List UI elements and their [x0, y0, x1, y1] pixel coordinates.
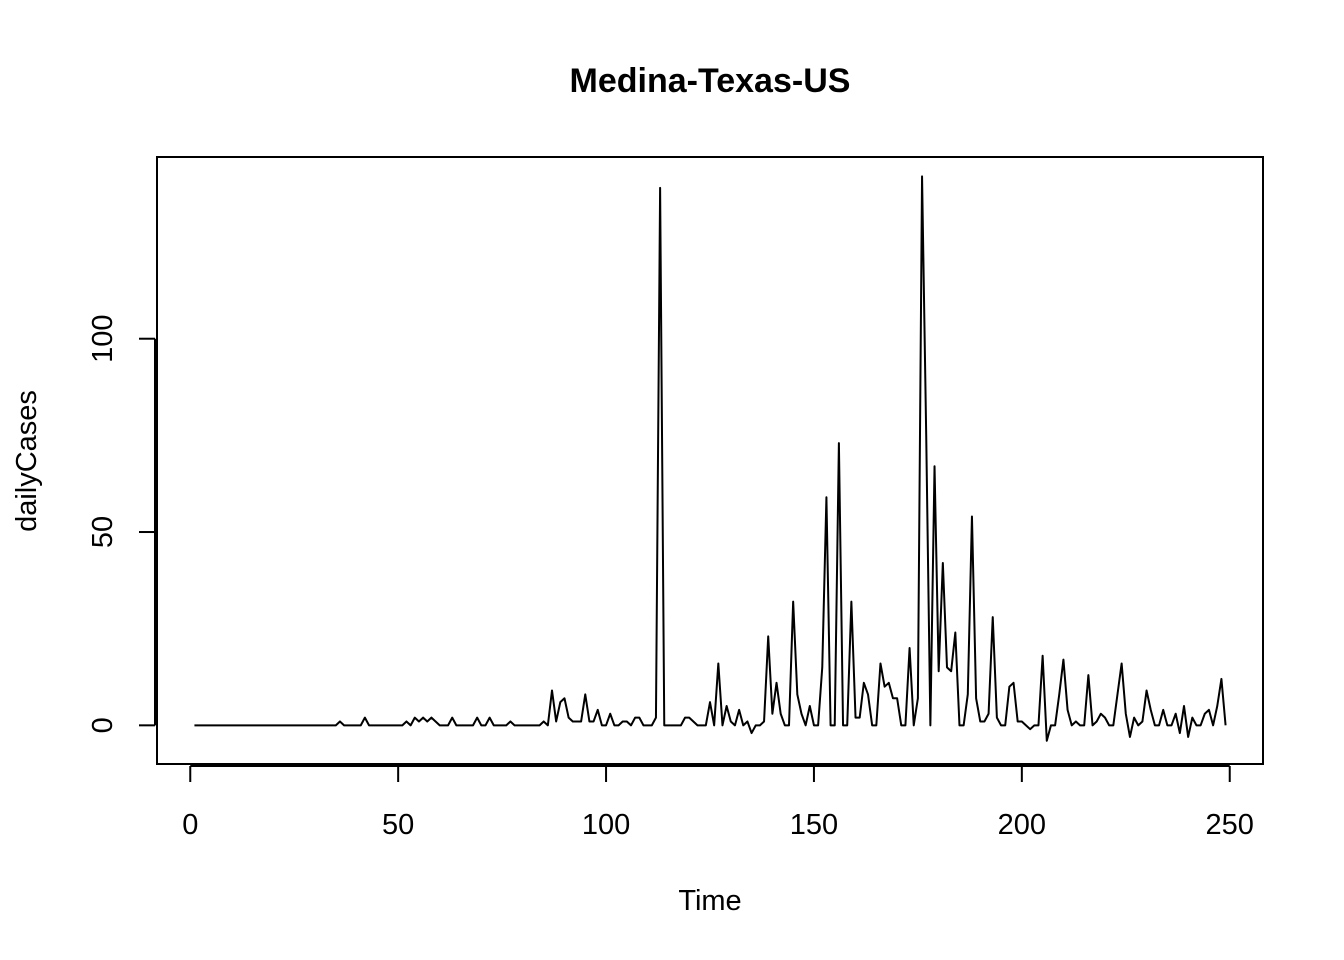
x-tick-label: 100 [582, 809, 630, 841]
x-axis: 0 50 100 150 200 250 [182, 765, 1254, 841]
x-tick-label: 200 [998, 809, 1046, 841]
series-line-daily-cases [194, 175, 1227, 742]
x-tick-label: 0 [182, 809, 198, 841]
plot-frame [156, 156, 1264, 765]
y-tick-label: 50 [87, 516, 119, 548]
chart-title: Medina-Texas-US [570, 62, 851, 100]
x-tick-label: 50 [382, 809, 414, 841]
x-tick-label: 250 [1206, 809, 1254, 841]
x-tick-label: 150 [790, 809, 838, 841]
x-axis-label: Time [678, 885, 741, 917]
y-axis-label: dailyCases [11, 390, 43, 532]
y-tick-label: 0 [87, 717, 119, 733]
y-axis: 0 50 100 [87, 315, 156, 733]
y-tick-label: 100 [87, 315, 119, 363]
